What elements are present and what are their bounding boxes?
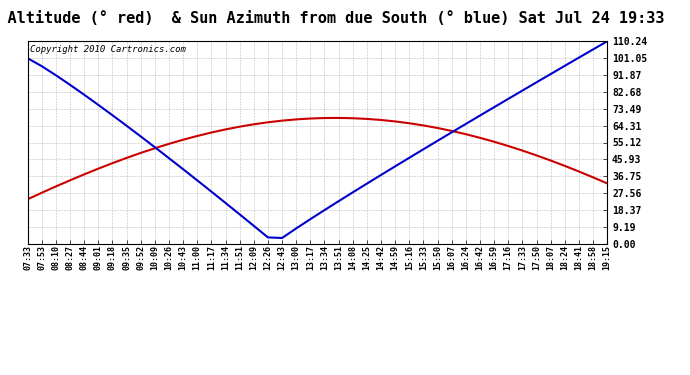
- Text: Copyright 2010 Cartronics.com: Copyright 2010 Cartronics.com: [30, 45, 186, 54]
- Text: Sun Altitude (° red)  & Sun Azimuth from due South (° blue) Sat Jul 24 19:33: Sun Altitude (° red) & Sun Azimuth from …: [0, 11, 664, 26]
